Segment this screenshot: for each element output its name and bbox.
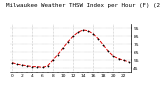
Text: Milwaukee Weather THSW Index per Hour (F) (24 Hours): Milwaukee Weather THSW Index per Hour (F… <box>6 3 160 8</box>
